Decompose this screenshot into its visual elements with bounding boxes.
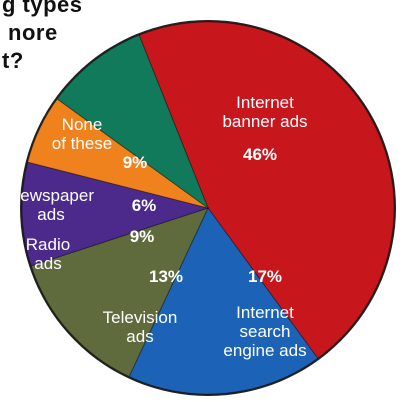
chart-title-line-2: nore <box>8 20 58 45</box>
slice-label: None of these <box>52 115 113 153</box>
slice-label: Newspaper ads <box>8 186 94 224</box>
slice-value-label: 9% <box>123 153 148 172</box>
slice-label: Internet banner ads <box>222 93 307 131</box>
pie-slice <box>30 207 209 378</box>
slice-value-label: 46% <box>243 145 277 164</box>
slice-label: Radio ads <box>26 235 70 273</box>
chart-title-line-1: g types <box>2 0 83 17</box>
pie-slice <box>138 21 395 359</box>
slice-value-label: 13% <box>149 267 183 286</box>
pie-slice <box>56 34 210 210</box>
slice-label: Internet search engine ads <box>223 303 306 360</box>
chart-title-line-3: t? <box>2 48 24 73</box>
slice-value-label: 17% <box>248 267 282 286</box>
pie-slice <box>27 98 209 209</box>
pie-slice <box>128 207 319 395</box>
slice-value-label: 6% <box>132 196 157 215</box>
slice-value-label: 9% <box>130 227 155 246</box>
slice-label: Television ads <box>103 308 178 346</box>
pie-slice <box>21 161 210 267</box>
